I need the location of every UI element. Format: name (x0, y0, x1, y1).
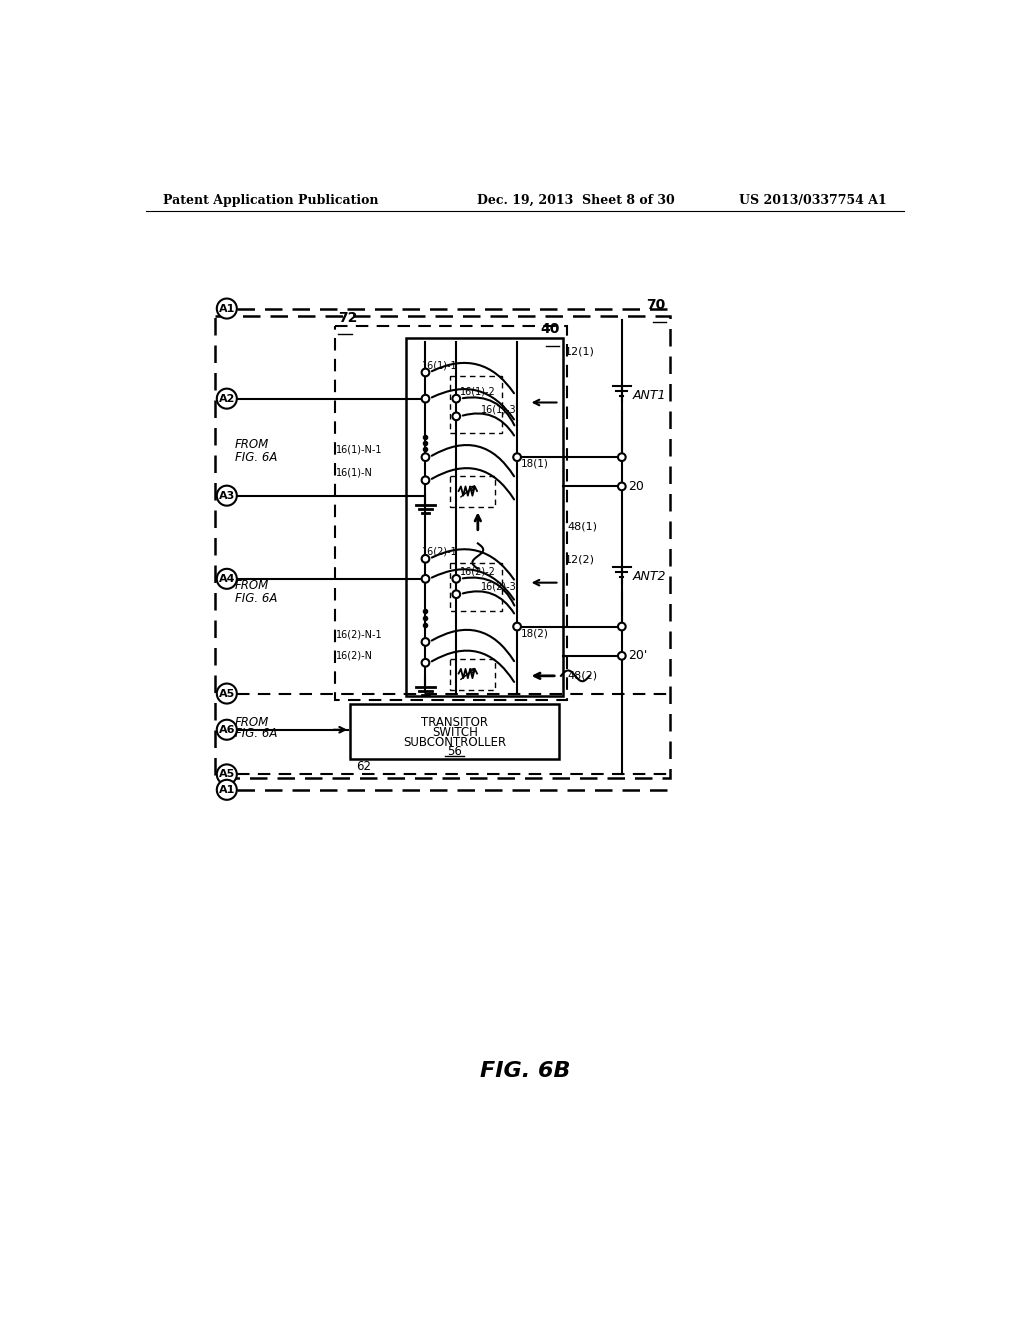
Circle shape (513, 623, 521, 631)
Text: 16(2)-3: 16(2)-3 (481, 582, 517, 591)
Text: 48(2): 48(2) (567, 671, 597, 681)
Text: A1: A1 (218, 304, 234, 314)
Text: FROM: FROM (234, 438, 268, 451)
Circle shape (617, 652, 626, 660)
Text: SWITCH: SWITCH (432, 726, 477, 739)
Circle shape (217, 719, 237, 739)
Circle shape (422, 368, 429, 376)
Text: FIG. 6A: FIG. 6A (234, 450, 276, 463)
Circle shape (217, 569, 237, 589)
Circle shape (513, 453, 521, 461)
Text: 16(1)-3: 16(1)-3 (481, 404, 516, 414)
Text: 16(2)-2: 16(2)-2 (460, 566, 496, 577)
Text: Dec. 19, 2013  Sheet 8 of 30: Dec. 19, 2013 Sheet 8 of 30 (477, 194, 675, 207)
Circle shape (422, 554, 429, 562)
Text: US 2013/0337754 A1: US 2013/0337754 A1 (739, 194, 887, 207)
Text: SUBCONTROLLER: SUBCONTROLLER (403, 735, 506, 748)
Text: 72: 72 (339, 310, 357, 325)
Text: TRANSITOR: TRANSITOR (421, 715, 488, 729)
Text: 16(1)-N: 16(1)-N (336, 469, 373, 478)
Text: 12(1): 12(1) (565, 347, 595, 356)
Text: A4: A4 (218, 574, 236, 583)
Circle shape (217, 780, 237, 800)
Text: ANT1: ANT1 (633, 389, 666, 403)
Text: A6: A6 (218, 725, 236, 735)
Text: 56: 56 (447, 744, 462, 758)
Text: 16(1)-2: 16(1)-2 (460, 387, 496, 396)
Circle shape (217, 388, 237, 409)
Text: 16(2)-1: 16(2)-1 (422, 546, 458, 557)
Text: 48(1): 48(1) (567, 521, 597, 532)
Text: FIG. 6A: FIG. 6A (234, 591, 276, 605)
Text: 18(2): 18(2) (521, 628, 549, 638)
Text: 70: 70 (646, 298, 666, 313)
Circle shape (422, 453, 429, 461)
Text: 12(2): 12(2) (565, 554, 595, 565)
Text: FIG. 6B: FIG. 6B (479, 1061, 570, 1081)
Text: 16(1)-1: 16(1)-1 (422, 360, 458, 370)
Circle shape (422, 576, 429, 582)
Circle shape (453, 590, 460, 598)
Circle shape (422, 638, 429, 645)
Circle shape (617, 483, 626, 490)
Circle shape (217, 764, 237, 784)
Text: FROM: FROM (234, 715, 268, 729)
Circle shape (217, 486, 237, 506)
Text: A2: A2 (218, 393, 234, 404)
Text: 40: 40 (540, 322, 559, 337)
Circle shape (217, 684, 237, 704)
Text: A5: A5 (219, 689, 234, 698)
Text: 62: 62 (356, 760, 371, 774)
Text: Patent Application Publication: Patent Application Publication (163, 194, 379, 207)
Text: FROM: FROM (234, 579, 268, 593)
Circle shape (217, 298, 237, 318)
Circle shape (422, 395, 429, 403)
Circle shape (453, 395, 460, 403)
Circle shape (422, 477, 429, 484)
Text: 16(2)-N: 16(2)-N (336, 651, 373, 660)
Text: A5: A5 (219, 770, 234, 779)
Text: 16(1)-N-1: 16(1)-N-1 (336, 445, 383, 455)
Circle shape (453, 576, 460, 582)
Text: 20: 20 (628, 480, 644, 492)
Text: 20': 20' (628, 649, 647, 663)
Text: 18(1): 18(1) (521, 459, 549, 469)
Text: 16(2)-N-1: 16(2)-N-1 (336, 630, 383, 640)
Text: A3: A3 (219, 491, 234, 500)
Text: FIG. 6A: FIG. 6A (234, 727, 276, 741)
Circle shape (422, 659, 429, 667)
Text: ANT2: ANT2 (633, 570, 666, 583)
Text: A1: A1 (218, 785, 234, 795)
Circle shape (617, 453, 626, 461)
Circle shape (453, 413, 460, 420)
Circle shape (617, 623, 626, 631)
